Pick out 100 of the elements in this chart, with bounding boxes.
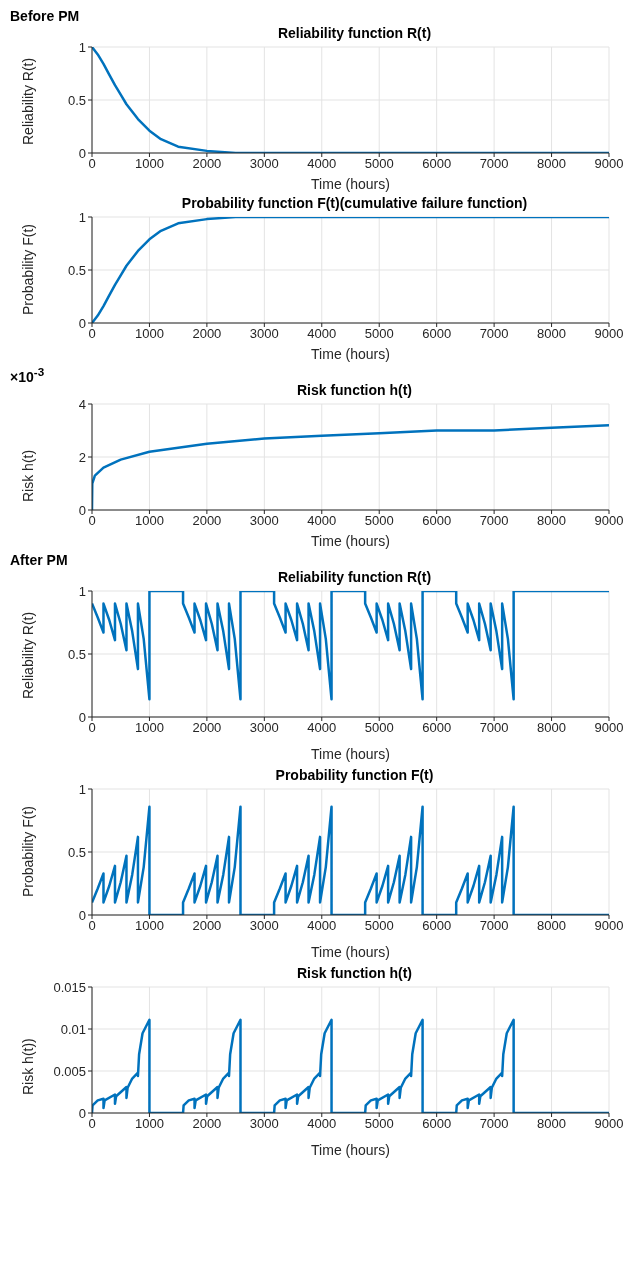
x-tick-label: 2000 xyxy=(192,513,222,529)
y-tick-label: 0.5 xyxy=(67,646,86,662)
y-tick-label: 0 xyxy=(78,907,86,923)
x-axis-title: Time (hours) xyxy=(311,346,390,362)
x-tick-label: 2000 xyxy=(192,918,222,934)
y-tick-label: 0.5 xyxy=(67,262,86,278)
x-axis-title: Time (hours) xyxy=(311,944,390,960)
y-tick-label: 1 xyxy=(78,583,86,599)
y-tick-label: 0 xyxy=(78,1105,86,1121)
chart-title: Probability function F(t) xyxy=(275,767,434,783)
x-tick-label: 8000 xyxy=(537,918,567,934)
x-axis-title: Time (hours) xyxy=(311,1142,390,1158)
x-tick-label: 7000 xyxy=(479,513,509,529)
x-tick-label: 2000 xyxy=(192,1116,222,1132)
x-tick-label: 8000 xyxy=(537,326,567,342)
chart-title: Reliability function R(t) xyxy=(277,25,432,41)
x-tick-label: 3000 xyxy=(249,918,279,934)
x-tick-label: 9000 xyxy=(594,1116,624,1132)
chart-title: Risk function h(t) xyxy=(296,382,413,398)
y-tick-label: 0.5 xyxy=(67,92,86,108)
x-tick-label: 3000 xyxy=(249,326,279,342)
x-axis-title: Time (hours) xyxy=(311,746,390,762)
x-tick-label: 5000 xyxy=(364,1116,394,1132)
x-tick-label: 0 xyxy=(88,156,96,172)
y-tick-label: 0 xyxy=(78,145,86,161)
x-axis-title: Time (hours) xyxy=(311,176,390,192)
y-tick-label: 1 xyxy=(78,39,86,55)
x-tick-label: 6000 xyxy=(422,513,452,529)
x-tick-label: 1000 xyxy=(134,156,164,172)
x-tick-label: 1000 xyxy=(134,326,164,342)
chart-title: Probability function F(t)(cumulative failure function) xyxy=(181,195,528,211)
x-tick-label: 2000 xyxy=(192,326,222,342)
x-tick-label: 3000 xyxy=(249,720,279,736)
x-tick-label: 9000 xyxy=(594,918,624,934)
x-tick-label: 0 xyxy=(88,918,96,934)
x-tick-label: 1000 xyxy=(134,513,164,529)
x-tick-label: 5000 xyxy=(364,326,394,342)
x-tick-label: 9000 xyxy=(594,513,624,529)
y-tick-label: 1 xyxy=(78,209,86,225)
x-tick-label: 4000 xyxy=(307,156,337,172)
x-tick-label: 4000 xyxy=(307,513,337,529)
x-tick-label: 7000 xyxy=(479,156,509,172)
x-axis-title: Time (hours) xyxy=(311,533,390,549)
x-tick-label: 1000 xyxy=(134,918,164,934)
chart-title: Reliability function R(t) xyxy=(277,569,432,585)
x-tick-label: 6000 xyxy=(422,720,452,736)
x-tick-label: 5000 xyxy=(364,720,394,736)
y-axis-title: Reliability R(t) xyxy=(19,611,36,699)
x-tick-label: 4000 xyxy=(307,720,337,736)
x-tick-label: 7000 xyxy=(479,720,509,736)
x-tick-label: 9000 xyxy=(594,326,624,342)
chart-title: Risk function h(t) xyxy=(296,965,413,981)
x-tick-label: 8000 xyxy=(537,513,567,529)
x-tick-label: 9000 xyxy=(594,156,624,172)
x-tick-label: 8000 xyxy=(537,156,567,172)
text: Before PM xyxy=(9,8,81,25)
x-tick-label: 8000 xyxy=(537,720,567,736)
x-tick-label: 6000 xyxy=(422,326,452,342)
x-tick-label: 2000 xyxy=(192,720,222,736)
x-tick-label: 7000 xyxy=(479,326,509,342)
y-tick-label: 0.01 xyxy=(60,1021,86,1037)
y-axis-title: Risk h(t)) xyxy=(19,1038,36,1095)
y-tick-label: 0.015 xyxy=(53,979,86,995)
x-tick-label: 7000 xyxy=(479,918,509,934)
y-axis-title: Probability F(t) xyxy=(19,223,36,315)
x-tick-label: 3000 xyxy=(249,156,279,172)
x-tick-label: 6000 xyxy=(422,918,452,934)
x-tick-label: 4000 xyxy=(307,918,337,934)
x-tick-label: 1000 xyxy=(134,720,164,736)
x-tick-label: 4000 xyxy=(307,326,337,342)
x-tick-label: 0 xyxy=(88,1116,96,1132)
x-tick-label: 2000 xyxy=(192,156,222,172)
x-tick-label: 0 xyxy=(88,513,96,529)
x-tick-label: 5000 xyxy=(364,918,394,934)
x-tick-label: 7000 xyxy=(479,1116,509,1132)
y-tick-label: 4 xyxy=(78,396,86,412)
x-tick-label: 0 xyxy=(88,720,96,736)
y-axis-title: Reliability R(t) xyxy=(19,57,36,145)
x-tick-label: 5000 xyxy=(364,513,394,529)
x-tick-label: 5000 xyxy=(364,156,394,172)
x-tick-label: 1000 xyxy=(134,1116,164,1132)
y-axis-title: Risk h(t) xyxy=(19,449,36,502)
x-tick-label: 6000 xyxy=(422,1116,452,1132)
x-tick-label: 4000 xyxy=(307,1116,337,1132)
x-tick-label: 0 xyxy=(88,326,96,342)
y-tick-label: 0 xyxy=(78,315,86,331)
x-tick-label: 3000 xyxy=(249,513,279,529)
x-tick-label: 8000 xyxy=(537,1116,567,1132)
y-tick-label: 2 xyxy=(78,449,86,465)
x-tick-label: 3000 xyxy=(249,1116,279,1132)
y-axis-title: Probability F(t) xyxy=(19,805,36,897)
y-tick-label: 0 xyxy=(78,709,86,725)
y-tick-label: 0.005 xyxy=(53,1063,86,1079)
x-tick-label: 6000 xyxy=(422,156,452,172)
y-tick-label: 0 xyxy=(78,502,86,518)
text: ×10$^{-3}$ xyxy=(9,365,46,385)
y-tick-label: 1 xyxy=(78,781,86,797)
y-tick-label: 0.5 xyxy=(67,844,86,860)
text: After PM xyxy=(9,552,69,569)
x-tick-label: 9000 xyxy=(594,720,624,736)
